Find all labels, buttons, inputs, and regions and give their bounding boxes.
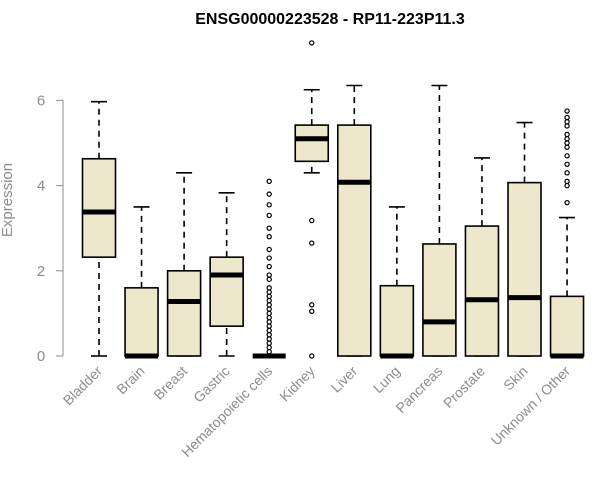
x-tick-label: Pancreas bbox=[392, 363, 445, 416]
outlier-point bbox=[564, 144, 570, 150]
outlier-point bbox=[309, 40, 315, 46]
outlier-point bbox=[309, 308, 315, 314]
outlier-point bbox=[309, 302, 315, 308]
outlier-point bbox=[266, 327, 272, 334]
box-brain bbox=[124, 206, 159, 359]
iqr-box bbox=[124, 287, 159, 357]
iqr-box bbox=[336, 124, 372, 357]
box-bladder bbox=[81, 100, 117, 357]
outlier-point bbox=[266, 306, 272, 312]
x-tick-label: Brain bbox=[113, 363, 147, 397]
x-tick-label: Bladder bbox=[60, 363, 106, 409]
outlier-point bbox=[564, 178, 570, 185]
outlier-point bbox=[266, 344, 272, 351]
outlier-point bbox=[266, 289, 272, 295]
y-tick-label: 6 bbox=[37, 92, 45, 109]
outlier-point bbox=[266, 314, 272, 321]
outlier-point bbox=[266, 323, 272, 329]
x-tick-label: Kidney bbox=[276, 363, 318, 405]
outlier-point bbox=[564, 131, 570, 138]
outlier-point bbox=[266, 202, 272, 208]
x-tick-label: Prostate bbox=[440, 363, 488, 411]
outlier-point bbox=[309, 217, 315, 224]
outlier-point bbox=[564, 108, 570, 114]
outlier-point bbox=[266, 297, 272, 304]
outlier-point bbox=[564, 170, 570, 176]
iqr-box bbox=[294, 124, 330, 163]
outlier-point bbox=[266, 285, 272, 291]
outlier-point bbox=[266, 178, 272, 185]
iqr-box bbox=[81, 157, 117, 258]
x-tick-label: Liver bbox=[328, 363, 361, 396]
outlier-point bbox=[266, 340, 272, 346]
outlier-point bbox=[564, 182, 570, 189]
iqr-box bbox=[507, 181, 542, 357]
iqr-box bbox=[422, 243, 457, 357]
outlier-point bbox=[309, 240, 315, 246]
iqr-box bbox=[166, 269, 202, 357]
x-tick-label: Unknown / Other bbox=[488, 363, 574, 449]
outlier-point bbox=[564, 199, 570, 206]
iqr-box bbox=[209, 256, 244, 327]
outlier-point bbox=[309, 353, 315, 359]
outlier-point bbox=[564, 136, 570, 142]
box-pancreas bbox=[422, 84, 457, 357]
y-axis: 0 2 4 6 bbox=[37, 92, 64, 365]
iqr-box bbox=[379, 284, 415, 357]
box-gastric bbox=[209, 192, 244, 357]
outlier-point bbox=[266, 349, 272, 355]
y-tick-label: 4 bbox=[37, 178, 45, 195]
box-series bbox=[81, 40, 585, 359]
outlier-point bbox=[266, 293, 272, 300]
outlier-point bbox=[564, 123, 570, 129]
outlier-point bbox=[266, 246, 272, 253]
outlier-point bbox=[266, 255, 272, 261]
outlier-point bbox=[266, 302, 272, 308]
outlier-point bbox=[266, 272, 272, 278]
y-tick-label: 0 bbox=[37, 348, 45, 365]
x-tick-label: Skin bbox=[500, 363, 531, 394]
box-prostate bbox=[464, 157, 500, 357]
outlier-point bbox=[564, 153, 570, 159]
outlier-point bbox=[266, 234, 272, 240]
iqr-box bbox=[464, 225, 500, 357]
x-tick-label: Lung bbox=[370, 363, 403, 396]
outlier-point bbox=[266, 319, 272, 325]
outlier-point bbox=[266, 332, 272, 338]
outlier-point bbox=[266, 212, 272, 219]
outlier-point bbox=[266, 310, 272, 317]
box-kidney bbox=[294, 40, 330, 359]
box-unknown-other bbox=[549, 108, 585, 359]
outlier-point bbox=[564, 161, 570, 167]
box-hematopoietic-cells bbox=[252, 178, 286, 359]
y-tick-label: 2 bbox=[37, 263, 45, 280]
box-liver bbox=[336, 84, 372, 357]
outlier-point bbox=[266, 191, 272, 197]
box-lung bbox=[379, 206, 415, 359]
x-tick-label: Breast bbox=[150, 363, 190, 403]
outlier-point bbox=[564, 140, 570, 146]
outlier-point bbox=[266, 263, 272, 270]
y-axis-label: Expression bbox=[0, 163, 16, 237]
box-skin bbox=[507, 121, 542, 357]
outlier-point bbox=[266, 276, 272, 283]
outlier-point bbox=[266, 225, 272, 231]
outlier-point bbox=[564, 114, 570, 121]
outlier-point bbox=[266, 336, 272, 342]
outlier-point bbox=[564, 118, 570, 125]
chart-title: ENSG00000223528 - RP11-223P11.3 bbox=[195, 11, 465, 28]
iqr-box bbox=[549, 295, 585, 357]
box-breast bbox=[166, 172, 202, 357]
